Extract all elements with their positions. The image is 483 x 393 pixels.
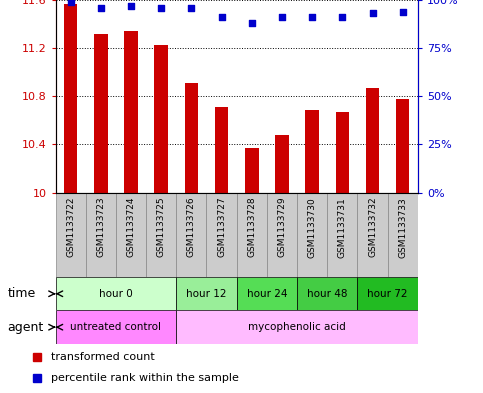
- Bar: [86, 193, 116, 277]
- Text: GSM1133727: GSM1133727: [217, 197, 226, 257]
- Bar: [155, 44, 168, 193]
- Bar: [185, 83, 198, 193]
- Text: GSM1133732: GSM1133732: [368, 197, 377, 257]
- Bar: [396, 99, 410, 193]
- Bar: [64, 4, 77, 193]
- Text: GSM1133731: GSM1133731: [338, 197, 347, 257]
- Text: GSM1133726: GSM1133726: [187, 197, 196, 257]
- Text: mycophenolic acid: mycophenolic acid: [248, 322, 346, 332]
- Point: [248, 20, 256, 26]
- Text: agent: agent: [7, 321, 43, 334]
- Text: GSM1133725: GSM1133725: [156, 197, 166, 257]
- Bar: [56, 310, 176, 344]
- Point: [369, 10, 376, 17]
- Point: [399, 8, 407, 15]
- Point: [157, 5, 165, 11]
- Text: time: time: [7, 287, 35, 300]
- Text: hour 48: hour 48: [307, 289, 347, 299]
- Bar: [176, 277, 237, 310]
- Bar: [237, 193, 267, 277]
- Text: hour 24: hour 24: [247, 289, 287, 299]
- Bar: [56, 277, 176, 310]
- Text: untreated control: untreated control: [71, 322, 161, 332]
- Point: [218, 14, 226, 20]
- Bar: [237, 277, 297, 310]
- Text: GSM1133729: GSM1133729: [277, 197, 286, 257]
- Bar: [357, 193, 388, 277]
- Text: percentile rank within the sample: percentile rank within the sample: [51, 373, 239, 383]
- Text: GSM1133728: GSM1133728: [247, 197, 256, 257]
- Text: GSM1133722: GSM1133722: [66, 197, 75, 257]
- Point: [308, 14, 316, 20]
- Text: GSM1133730: GSM1133730: [308, 197, 317, 257]
- Bar: [327, 193, 357, 277]
- Bar: [176, 193, 207, 277]
- Text: GSM1133723: GSM1133723: [96, 197, 105, 257]
- Bar: [215, 107, 228, 193]
- Bar: [297, 193, 327, 277]
- Point: [339, 14, 346, 20]
- Point: [97, 5, 105, 11]
- Text: transformed count: transformed count: [51, 352, 155, 362]
- Text: hour 72: hour 72: [368, 289, 408, 299]
- Bar: [297, 277, 357, 310]
- Text: GSM1133733: GSM1133733: [398, 197, 407, 257]
- Bar: [146, 193, 176, 277]
- Point: [67, 0, 74, 5]
- Bar: [176, 310, 418, 344]
- Bar: [94, 34, 108, 193]
- Text: hour 12: hour 12: [186, 289, 227, 299]
- Text: hour 0: hour 0: [99, 289, 133, 299]
- Bar: [116, 193, 146, 277]
- Bar: [207, 193, 237, 277]
- Bar: [305, 110, 319, 193]
- Point: [278, 14, 286, 20]
- Point: [127, 3, 135, 9]
- Bar: [357, 277, 418, 310]
- Bar: [388, 193, 418, 277]
- Bar: [336, 112, 349, 193]
- Point: [187, 5, 195, 11]
- Bar: [56, 193, 86, 277]
- Bar: [124, 31, 138, 193]
- Text: GSM1133724: GSM1133724: [127, 197, 136, 257]
- Bar: [245, 148, 258, 193]
- Bar: [267, 193, 297, 277]
- Bar: [275, 135, 289, 193]
- Bar: [366, 88, 379, 193]
